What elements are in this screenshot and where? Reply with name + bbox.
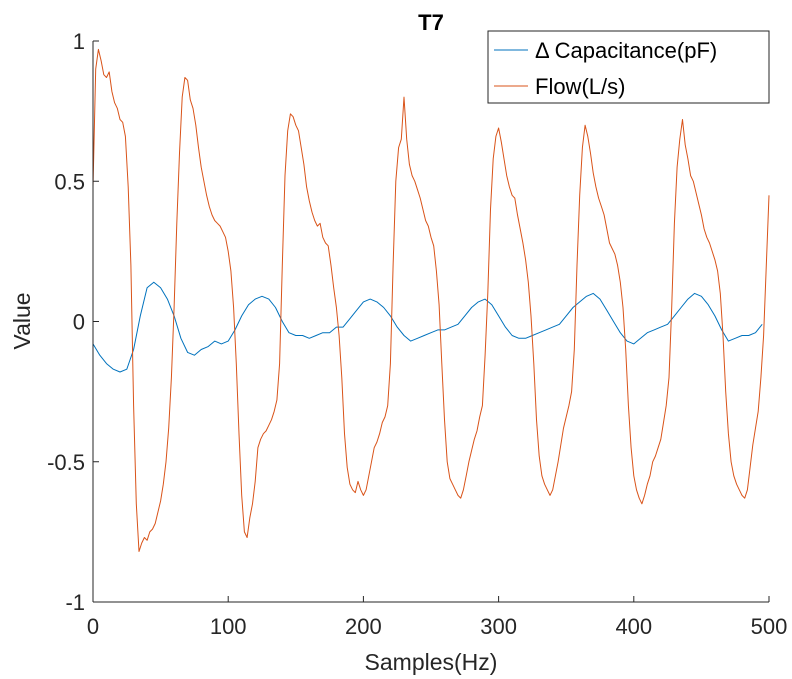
legend: Δ Capacitance(pF) Flow(L/s) [487, 30, 770, 104]
y-tick-label: 0.5 [54, 169, 85, 194]
chart-title: T7 [418, 10, 444, 35]
x-tick-label: 100 [210, 614, 247, 639]
y-tick-label: 0 [73, 310, 85, 335]
plot-area [93, 41, 769, 602]
tick-layer: 0 100 200 300 400 500 -1 -0.5 0 0.5 1 [47, 29, 787, 639]
series-layer [92, 48, 770, 552]
y-tick-label: 1 [73, 29, 85, 54]
series-line-capacitance [92, 281, 763, 373]
x-tick-label: 400 [615, 614, 652, 639]
y-axis-title: Value [9, 292, 35, 349]
x-tick-label: 300 [480, 614, 517, 639]
x-tick-label: 500 [751, 614, 788, 639]
legend-label-capacitance: Δ Capacitance(pF) [535, 38, 717, 63]
legend-label-flow: Flow(L/s) [535, 74, 625, 99]
x-tick-label: 0 [87, 614, 99, 639]
y-tick-label: -0.5 [47, 450, 85, 475]
series-line-flow [92, 48, 770, 552]
x-tick-label: 200 [345, 614, 382, 639]
y-tick-label: -1 [65, 590, 85, 615]
legend-box [487, 30, 770, 104]
x-axis-title: Samples(Hz) [365, 649, 498, 675]
